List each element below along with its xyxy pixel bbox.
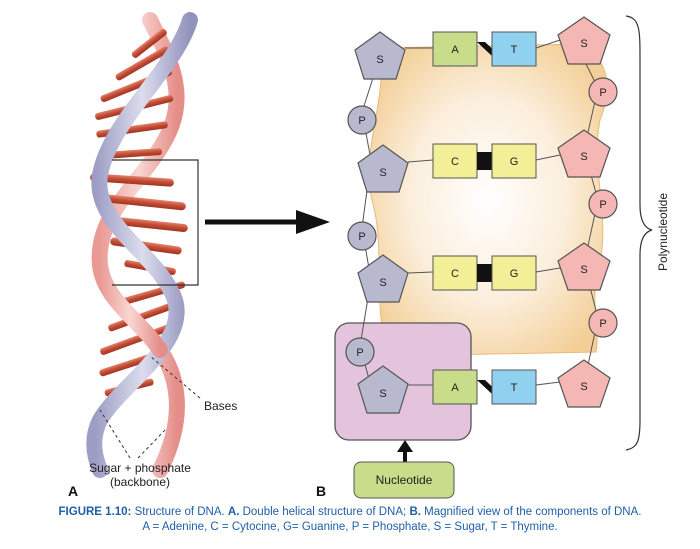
base-pair: A T (405, 31, 561, 67)
backbone-background (368, 43, 608, 357)
magnify-bracket (112, 159, 199, 286)
caption-b-text: Magnified view of the components of DNA. (420, 506, 642, 518)
svg-text:S: S (379, 388, 386, 400)
bases-label: Bases (204, 399, 237, 413)
caption-line-1: FIGURE 1.10: Structure of DNA. A. Double… (20, 505, 680, 520)
rung (90, 173, 174, 187)
magnify-arrow (205, 210, 330, 234)
sugar-pentagon: S (557, 16, 611, 65)
rung (104, 148, 163, 159)
svg-text:S: S (580, 38, 587, 50)
figure-caption: FIGURE 1.10: Structure of DNA. A. Double… (20, 505, 680, 535)
svg-text:T: T (511, 382, 518, 394)
right-phosphates: P P P (588, 77, 618, 338)
svg-text:G: G (510, 268, 519, 280)
phosphate-circle: P (347, 105, 377, 135)
svg-text:A: A (451, 44, 459, 56)
polynucleotide-brace (625, 15, 653, 451)
panel-a-letter: A (68, 483, 78, 499)
base-box (491, 31, 537, 67)
backbone-label-line1: Sugar + phosphate (89, 461, 191, 475)
svg-text:P: P (356, 347, 363, 359)
caption-a-text: Double helical structure of DNA; (239, 506, 410, 518)
right-sugars: S S S S (557, 16, 611, 408)
svg-text:P: P (599, 87, 606, 99)
caption-a-label: A. (227, 506, 240, 518)
polynucleotide-label: Polynucleotide (656, 193, 670, 271)
caption-figure-label: FIGURE 1.10: (58, 506, 132, 518)
base-pairs: A T C G C G A (405, 31, 561, 405)
rung (104, 216, 188, 232)
caption-b-label: B. (409, 506, 421, 518)
rung (131, 28, 167, 58)
svg-text:A: A (451, 382, 459, 394)
base-pair: C G (407, 255, 561, 291)
panel-b-letter: B (316, 483, 326, 499)
svg-text:G: G (510, 156, 519, 168)
backbone-pointer-right (137, 429, 166, 459)
phosphate-circle: P (347, 221, 377, 251)
blue-strand (86, 12, 198, 478)
sugar-pentagon: S (357, 144, 409, 193)
svg-text:S: S (580, 264, 587, 276)
base-pair: A T (408, 369, 561, 405)
svg-text:S: S (580, 151, 587, 163)
nucleotide-label-box (353, 461, 455, 499)
base-pair: C G (407, 143, 561, 179)
base-box (432, 369, 478, 405)
sugar-pentagon: S (357, 254, 409, 303)
svg-text:P: P (358, 231, 365, 243)
svg-text:P: P (599, 199, 606, 211)
sugar-pentagon: S (354, 31, 406, 80)
svg-text:P: P (358, 115, 365, 127)
svg-text:C: C (451, 156, 459, 168)
phosphate-circle: P (345, 337, 375, 367)
base-box (491, 143, 537, 179)
base-box (491, 369, 537, 405)
base-box (432, 31, 478, 67)
pink-strand-front (92, 257, 168, 358)
svg-text:S: S (379, 277, 386, 289)
rung (115, 46, 169, 81)
svg-text:S: S (376, 54, 383, 66)
bases-pointer (149, 355, 201, 399)
caption-line-2: A = Adenine, C = Cytocine, G= Guanine, P… (142, 521, 558, 533)
sugar-pentagon: S (557, 359, 611, 408)
caption-text-1: Structure of DNA. (131, 506, 228, 518)
left-sugars: S S S S (354, 31, 409, 414)
nucleotide-label: Nucleotide (376, 473, 433, 487)
sugar-pentagon: S (557, 242, 611, 291)
backbone-pointer-left (99, 409, 131, 459)
nucleotide-arrow (397, 440, 413, 462)
left-phosphates: P P P (345, 105, 377, 367)
svg-text:T: T (511, 44, 518, 56)
phosphate-circle: P (588, 189, 618, 219)
double-helix (86, 12, 198, 478)
svg-text:S: S (580, 381, 587, 393)
rung (96, 193, 186, 211)
sugar-pentagon: S (557, 129, 611, 178)
base-box (491, 255, 537, 291)
svg-text:S: S (379, 167, 386, 179)
sugar-pentagon: S (357, 365, 409, 414)
backbone-label-line2: (backbone) (110, 475, 170, 489)
svg-text:P: P (599, 318, 606, 330)
svg-text:C: C (451, 268, 459, 280)
phosphate-circle: P (588, 77, 618, 107)
phosphate-circle: P (588, 308, 618, 338)
